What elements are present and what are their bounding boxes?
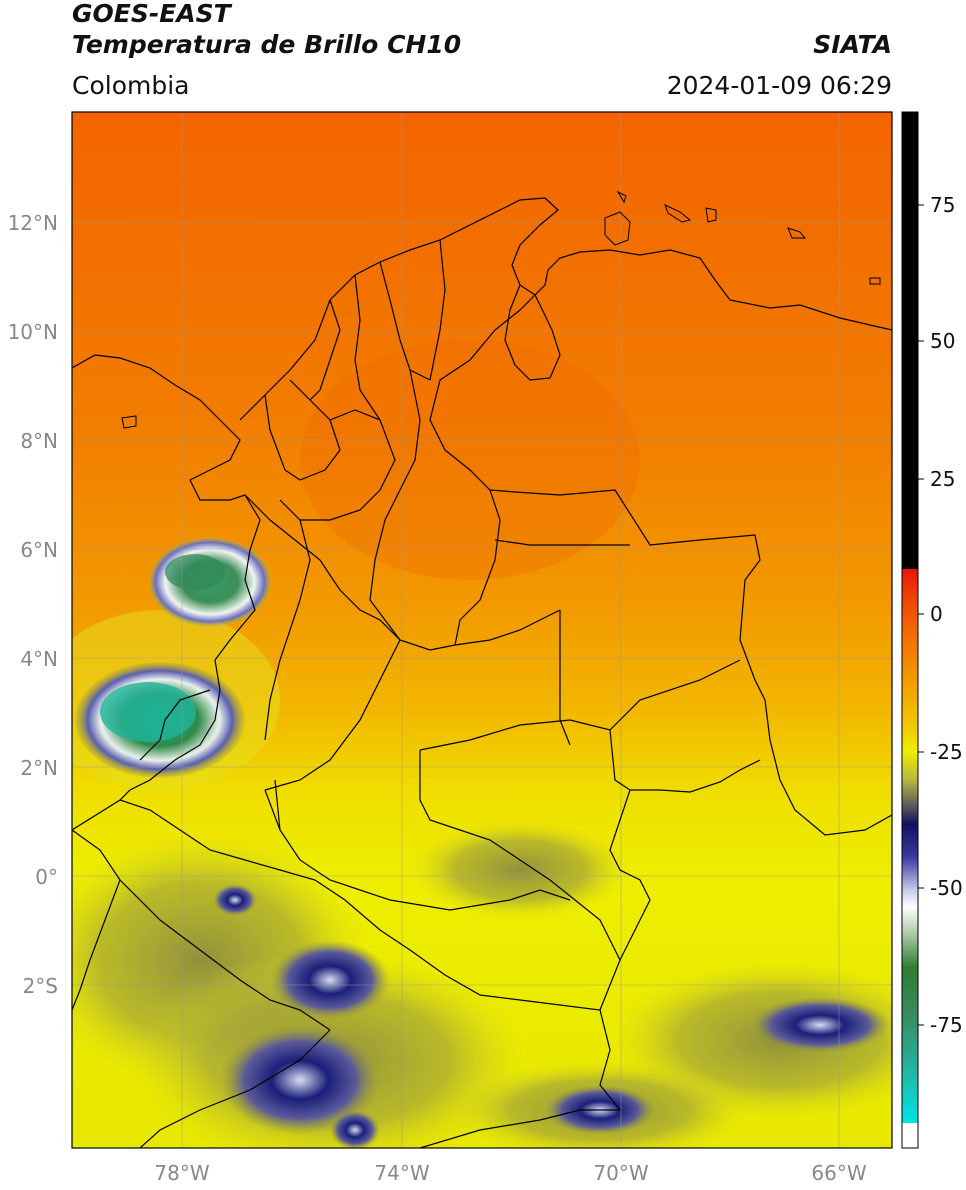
islands <box>121 190 881 429</box>
organization-label: SIATA <box>813 30 892 59</box>
colorbar: 75 50 25 0 -25 -50 -75 <box>901 111 963 1149</box>
lat-label: 12°N <box>8 211 58 235</box>
colorbar-tick-label: -25 <box>930 740 963 764</box>
colorbar-tick-label: 50 <box>930 329 955 353</box>
lat-label: 2°N <box>20 756 58 780</box>
lon-label: 70°W <box>593 1161 648 1185</box>
lat-label: 8°N <box>20 429 58 453</box>
country-borders <box>72 197 892 1148</box>
lat-label: 0° <box>35 865 58 889</box>
timestamp-label: 2024-01-09 06:29 <box>666 71 892 100</box>
colorbar-gradient <box>902 569 918 1123</box>
colorbar-tick-label: 25 <box>930 467 955 491</box>
region-label: Colombia <box>72 71 190 100</box>
brightness-temperature-field <box>72 112 892 1148</box>
lon-label: 74°W <box>374 1161 429 1185</box>
product-title: GOES-EAST <box>72 0 231 28</box>
lon-label: 78°W <box>154 1161 209 1185</box>
colorbar-tick-label: -75 <box>930 1013 963 1037</box>
lon-label: 66°W <box>811 1161 866 1185</box>
colorbar-tick-label: 0 <box>930 602 943 626</box>
colorbar-tick-label: 75 <box>930 193 955 217</box>
colorbar-tick-label: -50 <box>930 876 963 900</box>
product-subtitle: Temperatura de Brillo CH10 <box>72 30 462 59</box>
lat-label: 6°N <box>20 538 58 562</box>
colorbar-white-segment <box>902 1123 918 1148</box>
colorbar-black-segment <box>902 112 918 569</box>
lat-label: 4°N <box>20 647 58 671</box>
graticule <box>72 112 892 1148</box>
latitude-labels: 12°N 10°N 8°N 6°N 4°N 2°N 0° 2°S <box>8 211 58 998</box>
lat-label: 10°N <box>8 320 58 344</box>
longitude-labels: 78°W 74°W 70°W 66°W <box>154 1161 866 1185</box>
map-frame <box>71 111 893 1149</box>
lat-label: 2°S <box>23 974 58 998</box>
